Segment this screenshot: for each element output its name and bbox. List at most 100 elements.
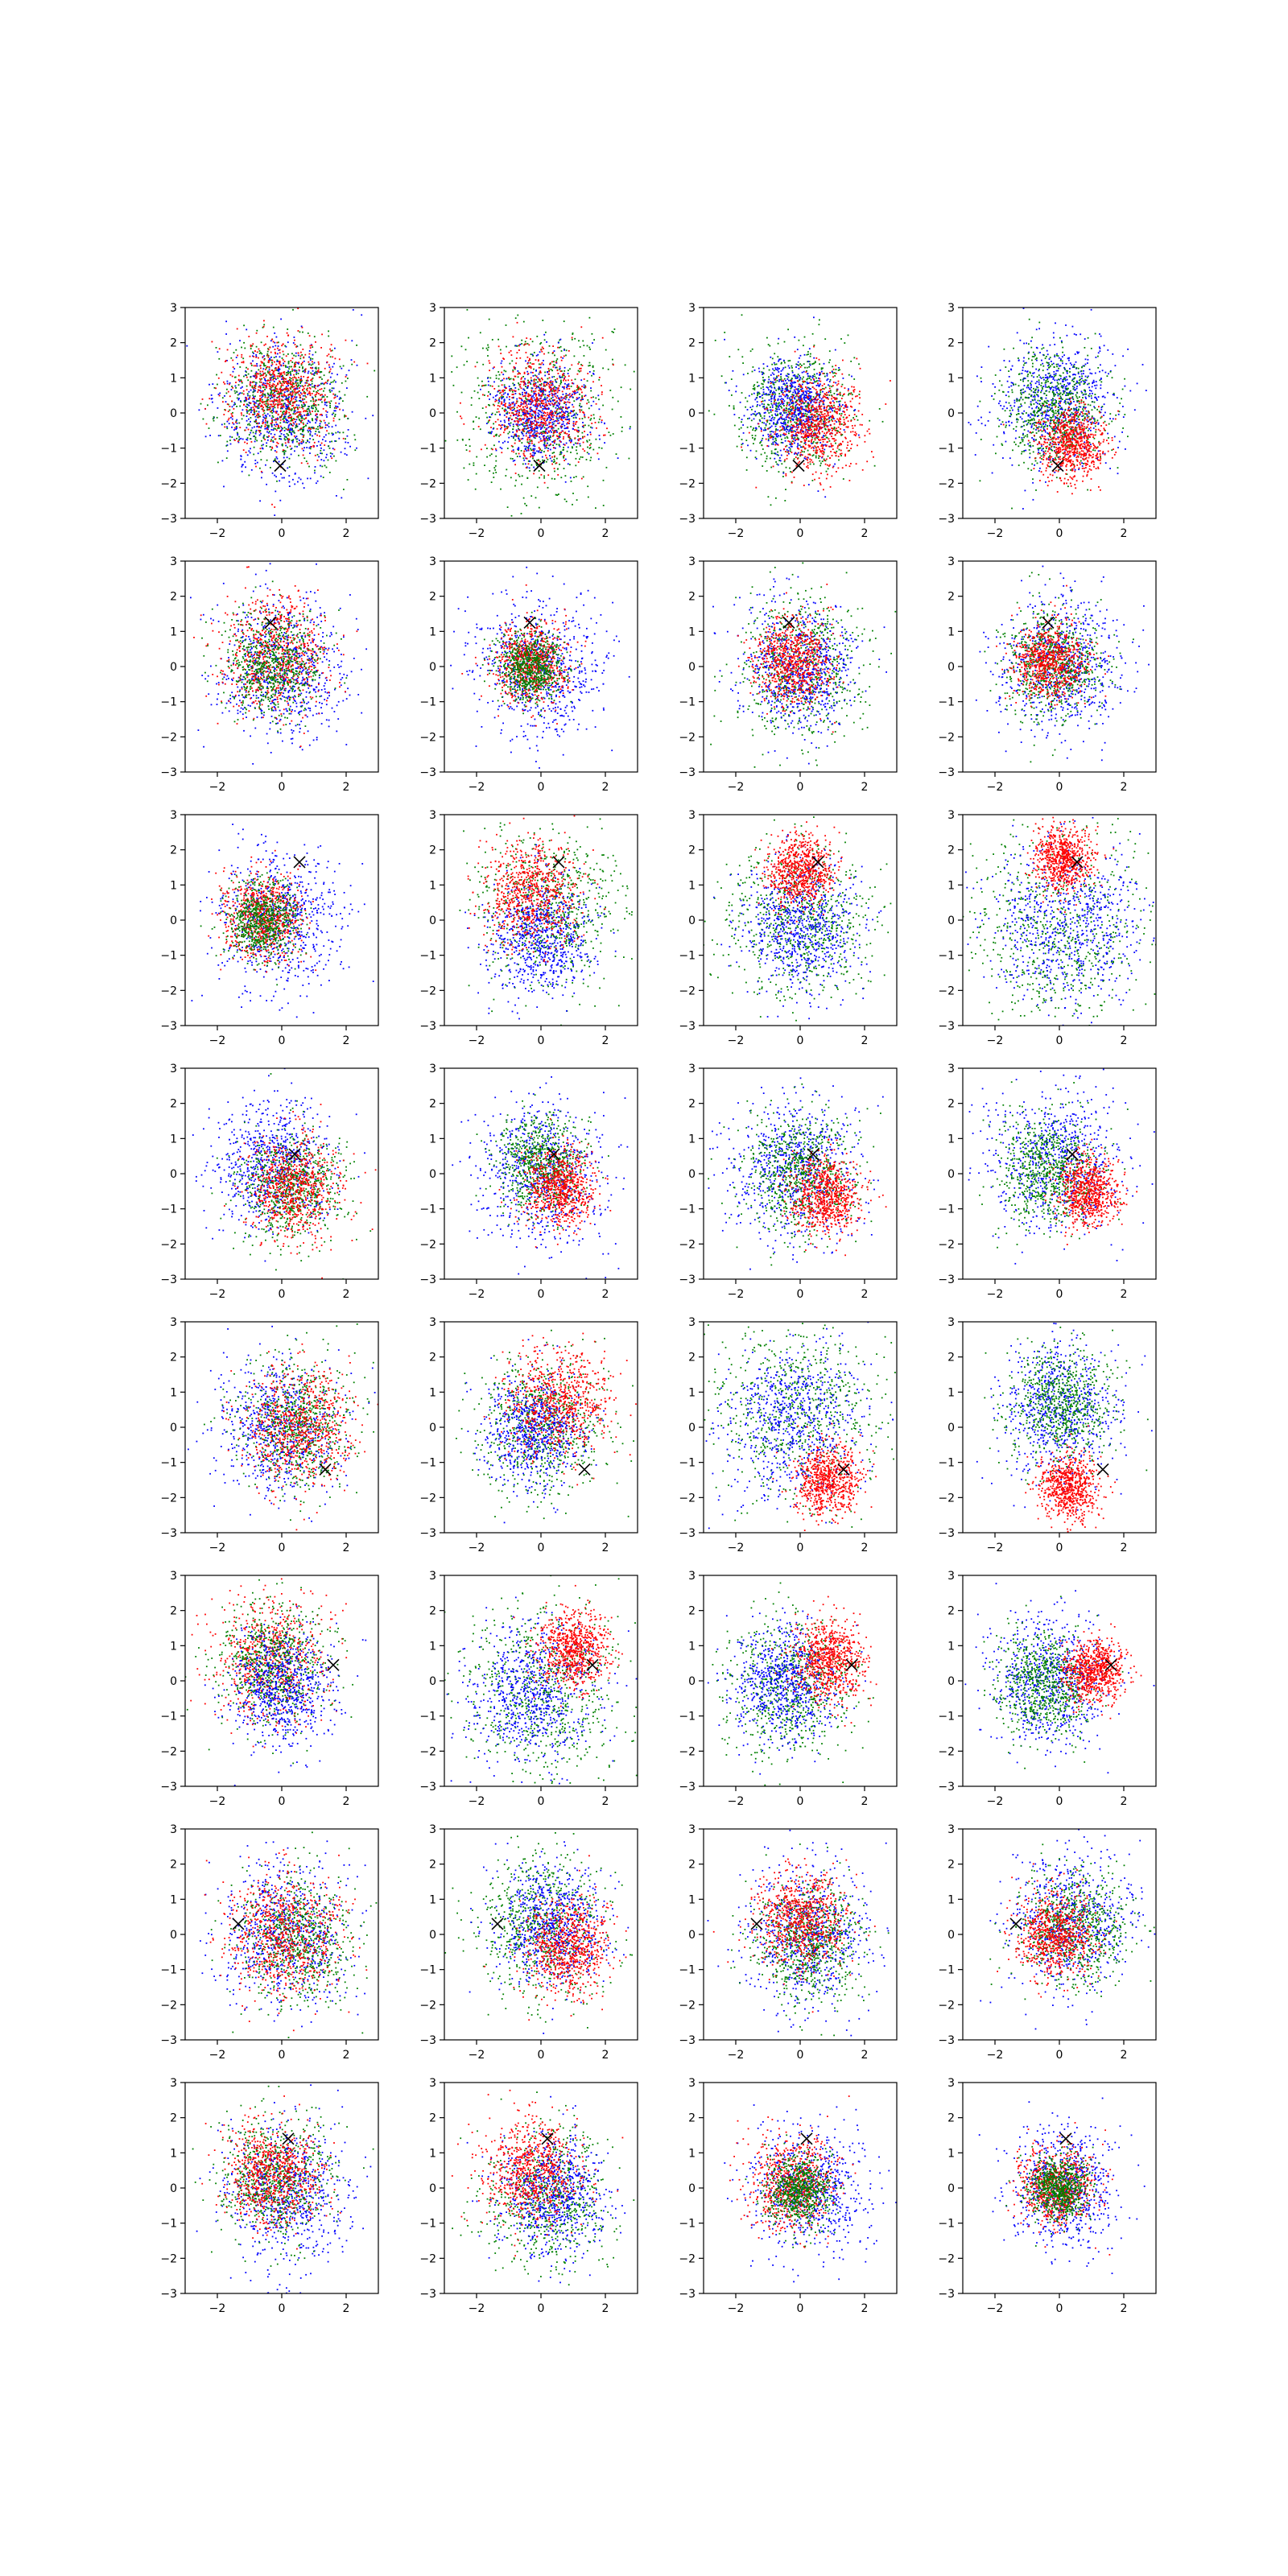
scatter-point [571, 415, 572, 417]
scatter-point [229, 436, 231, 438]
scatter-point [217, 384, 218, 386]
scatter-point [815, 456, 817, 457]
scatter-point [288, 390, 290, 391]
scatter-point [238, 375, 240, 377]
scatter-point [227, 421, 229, 423]
scatter-point [587, 345, 588, 347]
scatter-point [530, 422, 532, 423]
scatter-point [508, 377, 510, 378]
scatter-point [268, 366, 270, 368]
scatter-point [291, 398, 292, 399]
scatter-point [313, 405, 315, 407]
scatter-point [326, 454, 328, 456]
scatter-point [530, 455, 532, 456]
scatter-point [549, 414, 551, 415]
scatter-point [761, 383, 762, 385]
scatter-point [301, 462, 303, 464]
scatter-point [256, 363, 258, 365]
scatter-point [543, 348, 544, 349]
scatter-point [576, 458, 577, 460]
scatter-point [747, 427, 749, 428]
scatter-point [274, 342, 275, 344]
scatter-point [819, 320, 820, 321]
scatter-point [269, 384, 270, 386]
scatter-point [848, 335, 849, 336]
scatter-point [552, 397, 554, 398]
scatter-point [488, 381, 489, 382]
scatter-point [511, 436, 513, 437]
scatter-point [319, 436, 320, 437]
scatter-point [474, 390, 476, 392]
scatter-point [840, 407, 841, 409]
scatter-point [251, 365, 253, 366]
scatter-point [324, 374, 325, 376]
scatter-point [529, 424, 530, 426]
scatter-point [535, 497, 537, 498]
scatter-point [848, 393, 850, 394]
scatter-point [568, 419, 570, 420]
scatter-point [597, 394, 599, 396]
scatter-point [544, 419, 546, 421]
scatter-point [517, 420, 518, 422]
scatter-point [280, 426, 282, 427]
scatter-point [289, 372, 291, 374]
scatter-point [757, 394, 758, 396]
scatter-point [533, 375, 535, 377]
scatter-point [518, 382, 519, 384]
scatter-point [519, 393, 521, 394]
scatter-point [828, 456, 829, 457]
scatter-point [791, 367, 793, 369]
scatter-point [296, 400, 298, 402]
scatter-point [501, 372, 502, 374]
scatter-point [277, 458, 279, 460]
scatter-point [527, 449, 529, 451]
scatter-point [511, 407, 513, 409]
scatter-point [217, 407, 219, 409]
scatter-point [553, 459, 555, 460]
scatter-point [485, 385, 487, 386]
scatter-point [530, 383, 531, 385]
scatter-point [332, 412, 334, 414]
scatter-point [582, 418, 584, 419]
scatter-point [216, 374, 217, 376]
scatter-point [229, 410, 230, 411]
scatter-point [248, 391, 250, 393]
scatter-point [277, 378, 279, 379]
scatter-point [556, 420, 558, 422]
scatter-point [525, 406, 526, 407]
scatter-point [269, 386, 270, 387]
scatter-point [526, 337, 527, 339]
scatter-point [500, 425, 502, 427]
scatter-point [263, 384, 265, 386]
scatter-point [237, 394, 239, 396]
scatter-point [529, 460, 530, 462]
scatter-point [830, 379, 832, 381]
scatter-point [526, 414, 527, 415]
scatter-point [279, 376, 281, 378]
scatter-point [502, 366, 503, 368]
scatter-point [317, 390, 319, 391]
scatter-point [276, 445, 278, 447]
scatter-point [259, 431, 261, 433]
scatter-point [568, 388, 570, 390]
scatter-point [579, 418, 580, 419]
scatter-point [257, 365, 258, 367]
scatter-point [567, 427, 568, 428]
scatter-point [274, 427, 275, 429]
scatter-point [292, 439, 294, 440]
scatter-point [530, 495, 532, 497]
scatter-point [277, 407, 279, 409]
scatter-point [299, 386, 301, 387]
scatter-point [315, 422, 316, 423]
scatter-point [222, 401, 224, 402]
scatter-point [539, 507, 540, 509]
scatter-point [493, 388, 495, 390]
scatter-point [324, 420, 325, 422]
scatter-point [307, 390, 308, 391]
scatter-point [255, 439, 257, 440]
scatter-point [228, 411, 229, 412]
scatter-point [345, 453, 346, 455]
scatter-point [575, 378, 576, 380]
scatter-point [312, 399, 314, 401]
